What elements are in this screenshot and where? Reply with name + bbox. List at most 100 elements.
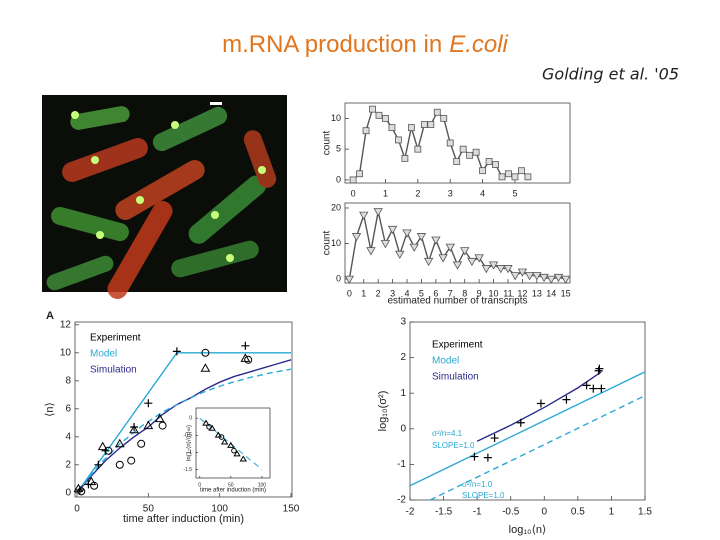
cell xyxy=(107,201,173,299)
marker xyxy=(356,170,363,178)
marker xyxy=(402,229,412,238)
marker xyxy=(387,225,398,235)
marker xyxy=(427,121,435,128)
marker xyxy=(407,124,415,132)
marker xyxy=(518,167,525,175)
x-tick-label: 13 xyxy=(532,288,542,298)
marker xyxy=(511,173,519,181)
y-axis-label: ln(1-⟨n⟩/⟨n⟩∞) xyxy=(186,425,193,461)
annotation: σ²/n=1.0 xyxy=(462,480,493,489)
marker xyxy=(231,447,237,454)
y-tick-label: -1 xyxy=(397,459,406,470)
y-tick-label: -1.5 xyxy=(183,467,192,473)
inset-frame xyxy=(195,407,271,479)
y-axis-label: count xyxy=(322,131,333,156)
scale-bar xyxy=(210,102,222,105)
x-tick-label: 14 xyxy=(546,288,556,298)
marker xyxy=(524,173,532,181)
legend-entry: Experiment xyxy=(90,333,141,344)
marker xyxy=(452,261,463,270)
series-line xyxy=(476,371,602,442)
marker xyxy=(94,460,103,469)
marker xyxy=(582,381,591,390)
y-tick-label: 3 xyxy=(400,317,406,328)
x-tick-label: 11 xyxy=(503,288,512,298)
x-tick-label: 1 xyxy=(383,188,388,198)
marker xyxy=(472,148,480,156)
marker xyxy=(505,170,512,178)
marker xyxy=(536,399,545,408)
x-tick-label: 1.5 xyxy=(638,507,652,518)
marker xyxy=(589,384,598,393)
marker xyxy=(380,240,391,249)
x-tick-label: 4 xyxy=(480,188,485,198)
x-tick-label: 100 xyxy=(258,482,267,488)
x-tick-label: 0 xyxy=(347,288,352,298)
marker xyxy=(233,450,241,457)
y-axis-label: ⟨n⟩ xyxy=(44,402,56,417)
marker xyxy=(414,145,422,153)
marker xyxy=(490,434,499,443)
legend-entry: Simulation xyxy=(90,365,137,376)
marker xyxy=(560,275,571,284)
x-tick-label: 12 xyxy=(517,288,527,298)
marker xyxy=(344,275,355,284)
y-tick-label: 12 xyxy=(60,319,72,330)
x-tick-label: 4 xyxy=(405,288,410,298)
marker xyxy=(73,483,84,493)
marker xyxy=(202,419,210,426)
marker xyxy=(395,136,402,144)
marker xyxy=(420,121,428,128)
marker xyxy=(597,384,606,393)
y-tick-label: 0 xyxy=(400,423,406,434)
y-tick-label: 1 xyxy=(400,388,406,399)
marker xyxy=(373,208,383,217)
y-tick-label: 0 xyxy=(189,416,192,422)
marker xyxy=(553,273,564,283)
marker xyxy=(382,114,389,122)
series-line xyxy=(409,371,646,487)
x-tick-label: 3 xyxy=(390,288,395,298)
x-tick-label: 2 xyxy=(376,288,381,298)
marker xyxy=(144,399,153,408)
marker xyxy=(460,247,470,256)
marker xyxy=(416,233,427,242)
x-axis-label: time after induction (min) xyxy=(123,513,244,525)
cell xyxy=(243,130,277,188)
y-tick-label: 8 xyxy=(65,375,71,386)
x-tick-label: 0.5 xyxy=(571,507,585,518)
marker xyxy=(470,452,479,461)
y-tick-label: 2 xyxy=(65,459,71,470)
marker xyxy=(431,236,441,245)
marker xyxy=(496,265,506,274)
marker xyxy=(503,265,513,274)
x-tick-label: 9 xyxy=(477,288,482,298)
marker xyxy=(539,273,549,283)
y-tick-label: 10 xyxy=(331,238,341,248)
y-tick-label: 4 xyxy=(65,431,71,442)
marker xyxy=(86,476,97,486)
marker xyxy=(438,254,448,263)
micrograph xyxy=(42,95,287,299)
spot xyxy=(226,254,234,262)
x-tick-label: 3 xyxy=(448,188,453,198)
marker xyxy=(200,363,211,372)
y-tick-label: 0 xyxy=(336,174,341,184)
x-tick-label: 100 xyxy=(211,504,228,515)
marker xyxy=(349,176,357,184)
marker xyxy=(172,347,181,356)
cell xyxy=(152,106,228,152)
x-tick-label: 6 xyxy=(433,288,438,298)
cell xyxy=(51,206,129,242)
x-axis-label: estimated number of transcripts xyxy=(387,296,527,307)
cell xyxy=(171,240,259,278)
x-tick-label: -2 xyxy=(406,507,415,518)
marker xyxy=(375,111,383,119)
x-axis-label: time after induction (min) xyxy=(200,488,266,494)
x-tick-label: 8 xyxy=(462,288,467,298)
marker xyxy=(129,424,139,434)
y-tick-label: 6 xyxy=(65,403,71,414)
legend-entry: Experiment xyxy=(432,340,483,351)
marker xyxy=(488,261,499,270)
marker xyxy=(516,418,525,427)
